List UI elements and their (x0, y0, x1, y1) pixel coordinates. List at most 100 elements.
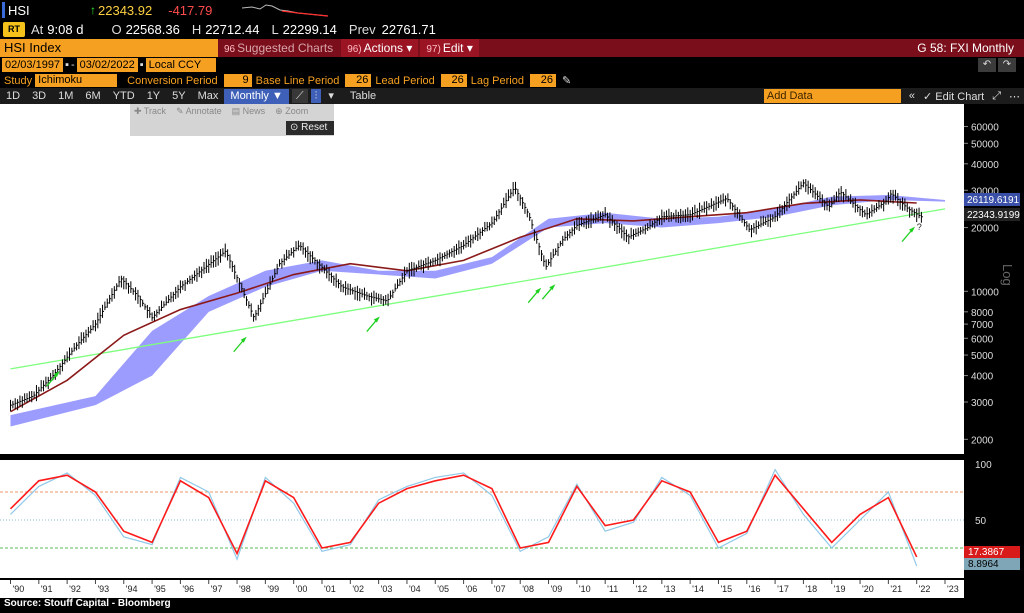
edit-number: 97) (426, 44, 441, 55)
calendar-icon[interactable]: ▪ (139, 59, 144, 71)
suggested-charts-button[interactable]: 96 Suggested Charts (218, 39, 339, 57)
period-ytd[interactable]: YTD (112, 89, 135, 102)
end-date-input[interactable]: 03/02/2022 (76, 58, 138, 72)
y-tick-label: 50000 (971, 139, 999, 150)
annotation-question: ? (917, 222, 922, 232)
x-tick-label: '92 (69, 584, 81, 594)
x-tick-label: '08 (522, 584, 534, 594)
expand-icon[interactable]: ⤢ (992, 89, 1001, 102)
y-tick-label: 4000 (971, 372, 994, 383)
base-line (10, 199, 917, 413)
x-tick-label: '99 (267, 584, 279, 594)
table-button[interactable]: Table (349, 89, 377, 102)
suggested-label: Suggested Charts (237, 41, 334, 55)
y-tick-label: 7000 (971, 320, 994, 331)
period-5y[interactable]: 5Y (172, 89, 186, 102)
frequency-label: Monthly (230, 89, 269, 102)
x-tick-label: '09 (551, 584, 563, 594)
period-6m[interactable]: 6M (85, 89, 101, 102)
pencil-icon[interactable]: ✎ (561, 75, 572, 87)
x-tick-label: '19 (834, 584, 846, 594)
chart-title: G 58: FXI Monthly (917, 41, 1014, 55)
annotate-label: Annotate (185, 106, 222, 116)
green-arrow-head (373, 316, 380, 323)
sparkline-icon (242, 4, 329, 17)
track-button[interactable]: ✚ Track (134, 106, 167, 116)
security-field[interactable]: HSI Index (0, 39, 218, 57)
x-tick-label: '01 (324, 584, 336, 594)
x-tick-label: '14 (692, 584, 704, 594)
y-tick-label: 2000 (971, 435, 994, 446)
period-max[interactable]: Max (197, 89, 219, 102)
x-tick-label: '97 (211, 584, 223, 594)
y-tick-label: 30000 (971, 186, 999, 197)
edit-label: Edit (442, 41, 464, 55)
actions-menu[interactable]: 96) Actions ▾ (341, 39, 419, 57)
x-tick-label: '04 (409, 584, 421, 594)
period-1d[interactable]: 1D (6, 89, 21, 102)
period-1y[interactable]: 1Y (146, 89, 161, 102)
prev-label: Prev (348, 22, 376, 37)
period-toolbar: 1D 3D 1M 6M YTD 1Y 5Y Max Monthly ▼ ⟋ ⫶ … (0, 88, 1024, 104)
green-arrow-head (535, 287, 542, 294)
reset-button[interactable]: ⊙ Reset (286, 121, 334, 135)
source-note: Source: Stouff Capital - Bloomberg (4, 598, 171, 609)
x-tick-label: '13 (664, 584, 676, 594)
open-value: 22568.36 (125, 22, 180, 37)
actions-label: Actions (363, 41, 403, 55)
study-label: Study (4, 74, 33, 87)
x-tick-label: '07 (494, 584, 506, 594)
period-1m[interactable]: 1M (58, 89, 74, 102)
rsi-chart (0, 468, 964, 567)
redo-icon[interactable]: ↷ (998, 58, 1016, 72)
lead-input[interactable]: 26 (440, 74, 467, 87)
range-dash: - (70, 59, 75, 71)
candle-chart-icon[interactable]: ⫶ (310, 89, 322, 103)
period-3d[interactable]: 3D (32, 89, 47, 102)
baseline-label: Base Line Period (255, 74, 340, 87)
signal-value-box (964, 558, 1020, 570)
start-date-input[interactable]: 02/03/1997 (2, 58, 64, 72)
frequency-select[interactable]: Monthly ▼ (224, 88, 289, 104)
conversion-input[interactable]: 9 (223, 74, 252, 87)
collapse-icon[interactable]: « (908, 90, 915, 102)
zoom-button[interactable]: ⊕ Zoom (275, 106, 309, 116)
x-tick-label: '94 (126, 584, 138, 594)
x-tick-label: '18 (805, 584, 817, 594)
x-axis-panel (0, 580, 964, 598)
edit-menu[interactable]: 97) Edit ▾ (420, 39, 479, 57)
x-tick-label: '15 (720, 584, 732, 594)
x-tick-label: '90 (12, 584, 24, 594)
ticker-symbol[interactable]: HSI (8, 2, 30, 18)
more-icon[interactable]: ⋯ (1009, 90, 1020, 103)
rsi-panel (0, 460, 964, 578)
add-data-input[interactable]: Add Data (763, 89, 901, 103)
edit-chart-button[interactable]: ✓ Edit Chart (922, 90, 985, 103)
calendar-icon[interactable]: ▪ (65, 59, 69, 71)
x-tick-label: '23 (947, 584, 959, 594)
x-tick-label: '91 (41, 584, 53, 594)
zoom-label: Zoom (285, 106, 309, 116)
baseline-input[interactable]: 26 (345, 74, 372, 87)
chevron-down-icon[interactable]: ▾ (328, 90, 334, 102)
study-select[interactable]: Ichimoku (35, 74, 118, 87)
rsi-value-box (964, 546, 1020, 558)
trend-line (10, 208, 946, 370)
rsi-value-label: 17.3867 (968, 547, 1005, 558)
lag-label: Lag Period (470, 74, 524, 87)
y-tick-label: 8000 (971, 308, 994, 319)
line-chart-icon[interactable]: ⟋ (291, 89, 308, 103)
y-tick-label: 3000 (971, 398, 994, 409)
annotate-button[interactable]: ✎ Annotate (176, 106, 222, 116)
lag-input[interactable]: 26 (529, 74, 556, 87)
green-arrow-head (909, 226, 916, 233)
conversion-label: Conversion Period (127, 74, 218, 87)
realtime-icon: RT (3, 22, 25, 37)
news-button[interactable]: ▤ News (231, 106, 266, 116)
rsi-line (9, 473, 918, 558)
undo-icon[interactable]: ↶ (978, 58, 996, 72)
currency-select[interactable]: Local CCY (145, 58, 216, 72)
low-label: L (271, 22, 279, 37)
